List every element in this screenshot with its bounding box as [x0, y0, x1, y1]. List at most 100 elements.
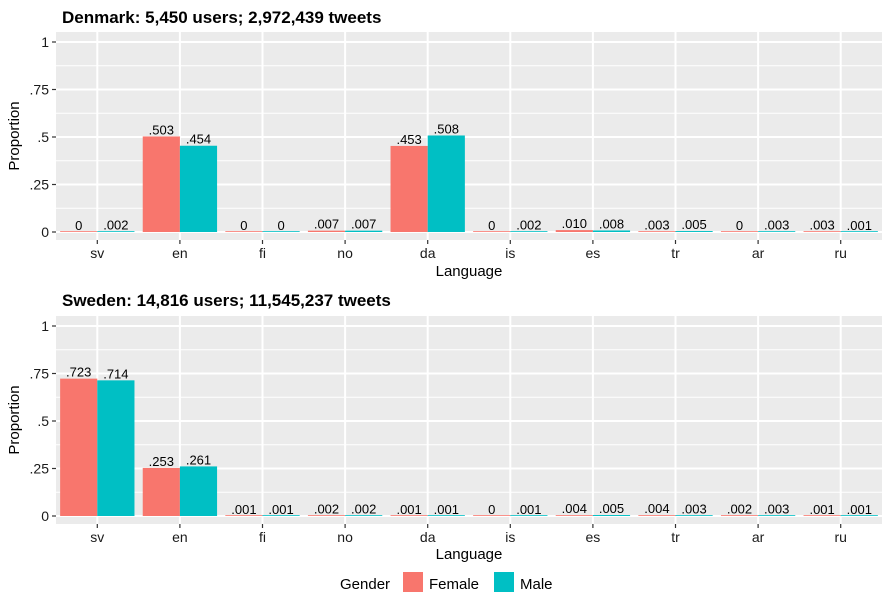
data-label-male-is: .001	[516, 502, 541, 517]
bar-male-is	[510, 231, 548, 232]
bar-female-tr	[638, 515, 676, 516]
x-tick-label-en: en	[172, 529, 188, 545]
x-tick-label-ar: ar	[752, 245, 765, 261]
bar-male-en	[179, 466, 218, 516]
data-label-female-ru: .003	[809, 217, 834, 232]
data-label-female-es: .010	[562, 216, 587, 231]
data-label-female-no: .002	[314, 502, 339, 517]
legend-swatch-female	[403, 572, 423, 592]
bar-female-ar	[720, 231, 759, 232]
y-tick-label: .25	[30, 177, 50, 193]
data-label-male-no: .002	[351, 502, 376, 517]
data-label-female-ru: .001	[809, 502, 834, 517]
y-axis: 0 .25 .5 .75 1	[30, 318, 56, 524]
y-axis-title: Proportion	[6, 385, 23, 454]
data-label-male-ar: .003	[764, 501, 789, 516]
y-tick-label: 0	[41, 224, 49, 240]
x-tick-label-es: es	[586, 245, 601, 261]
y-tick-label: .75	[30, 366, 50, 382]
data-label-female-fi: .001	[231, 502, 256, 517]
x-tick-label-fi: fi	[259, 245, 266, 261]
x-tick-label-ru: ru	[834, 529, 846, 545]
legend-label-female: Female	[429, 576, 479, 593]
data-label-male-fi: 0	[277, 218, 284, 233]
bar-female-es	[555, 230, 593, 232]
bar-female-fi	[225, 231, 263, 232]
sweden-chart: Sweden: 14,816 users; 11,545,237 tweets …	[6, 291, 882, 563]
legend-swatch-male	[494, 572, 514, 592]
data-label-male-en: .454	[186, 132, 211, 147]
bar-female-da	[390, 145, 428, 232]
x-axis: sv en fi no da is es tr ar ru	[90, 240, 847, 261]
bar-male-tr	[675, 515, 713, 516]
data-label-male-no: .007	[351, 217, 376, 232]
bar-female-fi	[225, 515, 263, 516]
bar-male-da	[427, 515, 465, 516]
bar-female-en	[142, 136, 180, 232]
x-tick-label-no: no	[337, 245, 353, 261]
y-tick-label: 1	[41, 34, 49, 50]
bar-female-is	[473, 515, 511, 516]
bar-male-es	[592, 515, 631, 516]
data-label-female-en: .253	[149, 454, 174, 469]
bar-male-fi	[262, 231, 300, 232]
x-axis-title: Language	[436, 546, 503, 563]
bar-male-no	[345, 515, 383, 516]
chart-title: Sweden: 14,816 users; 11,545,237 tweets	[62, 291, 391, 310]
y-axis-title: Proportion	[6, 101, 23, 170]
data-label-male-da: .508	[434, 121, 459, 136]
bar-female-ar	[720, 515, 759, 516]
bar-male-ru	[840, 515, 878, 516]
y-tick-label: 0	[41, 508, 49, 524]
data-label-male-ar: .003	[764, 217, 789, 232]
data-label-female-es: .004	[562, 501, 587, 516]
data-label-female-is: 0	[488, 218, 495, 233]
data-label-female-ar: 0	[736, 218, 743, 233]
x-tick-label-no: no	[337, 529, 353, 545]
legend-title: Gender	[340, 576, 390, 593]
bar-male-sv	[97, 380, 135, 516]
bar-female-sv	[60, 231, 98, 232]
bar-male-no	[345, 230, 383, 232]
y-tick-label: .5	[37, 129, 49, 145]
data-label-female-ar: .002	[727, 502, 752, 517]
bar-female-sv	[60, 378, 98, 516]
bar-female-is	[473, 231, 511, 232]
legend: Gender Female Male	[340, 572, 553, 593]
data-label-female-tr: .004	[644, 501, 669, 516]
data-label-male-sv: .002	[103, 218, 128, 233]
x-tick-label-es: es	[586, 529, 601, 545]
bar-male-da	[427, 135, 465, 232]
x-tick-label-da: da	[420, 529, 436, 545]
bar-male-sv	[97, 231, 135, 232]
data-label-male-en: .261	[186, 452, 211, 467]
bar-male-en	[179, 145, 218, 232]
bar-male-ar	[758, 515, 796, 516]
data-label-male-ru: .001	[847, 218, 872, 233]
data-labels: 0 .503 0 .007 .453 0 .010 .003 0 .003 .002 .454 0 .00…	[75, 121, 872, 233]
bar-male-tr	[675, 231, 713, 232]
data-label-male-sv: .714	[103, 366, 128, 381]
legend-label-male: Male	[520, 576, 553, 593]
data-label-female-sv: .723	[66, 365, 91, 380]
data-label-male-is: .002	[516, 218, 541, 233]
y-tick-label: .75	[30, 82, 50, 98]
bar-female-ru	[803, 515, 841, 516]
data-label-female-en: .503	[149, 122, 174, 137]
data-label-female-is: 0	[488, 502, 495, 517]
y-tick-label: .5	[37, 413, 49, 429]
bar-female-da	[390, 515, 428, 516]
bar-female-no	[307, 515, 346, 516]
bar-female-ru	[803, 231, 841, 232]
data-label-female-no: .007	[314, 217, 339, 232]
x-tick-label-ar: ar	[752, 529, 765, 545]
x-tick-label-en: en	[172, 245, 188, 261]
x-tick-label-is: is	[505, 529, 515, 545]
x-axis: sv en fi no da is es tr ar ru	[90, 524, 847, 545]
chart-title: Denmark: 5,450 users; 2,972,439 tweets	[62, 8, 381, 27]
x-tick-label-ru: ru	[834, 245, 846, 261]
bar-female-tr	[638, 231, 676, 232]
data-label-female-tr: .003	[644, 217, 669, 232]
bar-male-fi	[262, 515, 300, 516]
